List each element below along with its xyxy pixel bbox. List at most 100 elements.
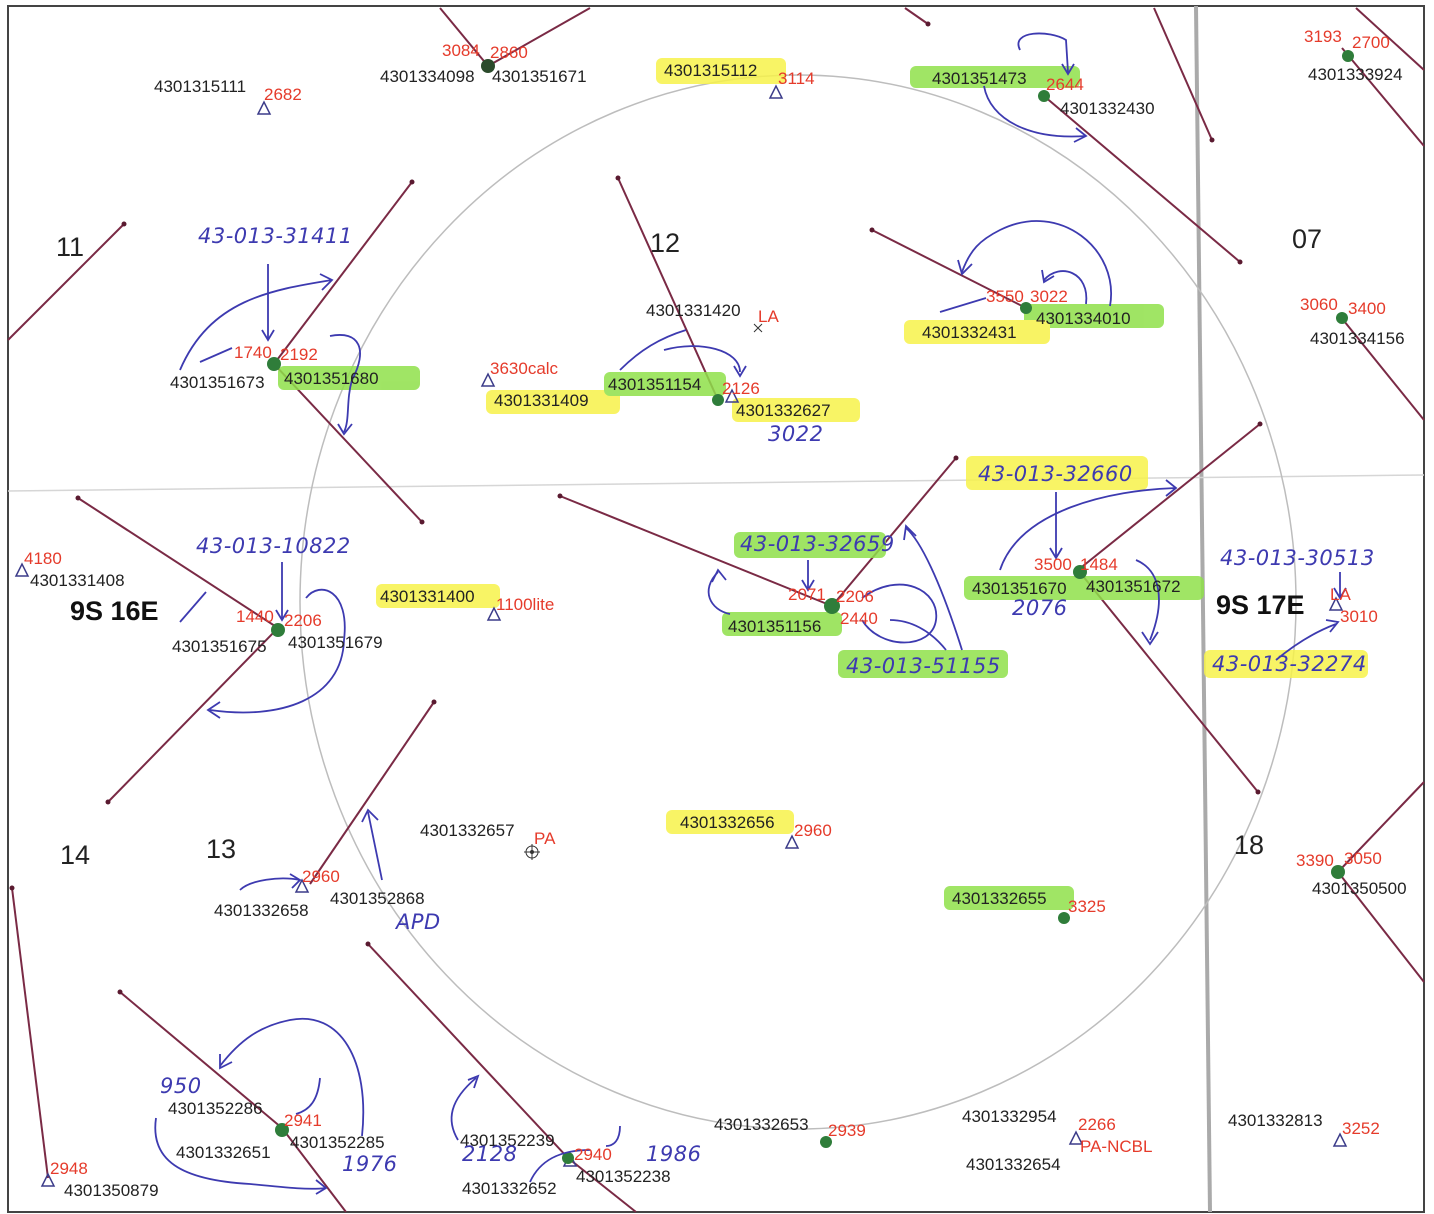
well-number: 2960: [794, 821, 832, 840]
well-number: 2682: [264, 85, 302, 104]
handwritten-note: 43-013-32660: [978, 462, 1133, 486]
well-number: 1740: [234, 343, 272, 362]
well-number: 2644: [1046, 75, 1084, 94]
well-number: 2939: [828, 1121, 866, 1140]
la-cross-icon: [753, 323, 763, 333]
handwritten-note: 43-013-31411: [198, 224, 353, 248]
well-api: 4301351672: [1086, 577, 1181, 596]
well-number: 3400: [1348, 299, 1386, 318]
well-api: 4301332658: [214, 901, 309, 920]
handwritten-note: 2128: [462, 1142, 518, 1166]
well-api: 4301351670: [972, 579, 1067, 598]
map-border: [7, 5, 1425, 1213]
well-dot-icons: [267, 50, 1354, 1164]
section-number: 11: [56, 232, 85, 262]
well-number: 2960: [302, 867, 340, 886]
well-api: 4301332654: [966, 1155, 1061, 1174]
handwritten-note: 43-013-51155: [846, 654, 1001, 678]
well-number: 4180: [24, 549, 62, 568]
well-api: 4301351156: [728, 617, 822, 636]
well-number: 1484: [1080, 555, 1118, 574]
well-number: 2941: [284, 1111, 322, 1130]
well-api: 4301334010: [1036, 309, 1131, 328]
well-triangle-icons: [14, 84, 1348, 1187]
path-endpoints: [9, 21, 1263, 995]
well-number: 2126: [722, 379, 760, 398]
well-api: 4301334098: [380, 67, 475, 86]
well-api: 4301332657: [420, 821, 515, 840]
well-number: 2700: [1352, 33, 1390, 52]
well-api: 4301351671: [492, 67, 587, 86]
well-paths: [7, 7, 1425, 1213]
well-number: 3325: [1068, 897, 1106, 916]
section-number: 12: [650, 228, 681, 258]
well-number: LA: [1330, 585, 1351, 604]
well-number: 3050: [1344, 849, 1382, 868]
well-number: LA: [758, 307, 779, 326]
handwritten-note: 43-013-32274: [1212, 652, 1367, 676]
well-api: 4301351473: [932, 69, 1027, 88]
well-number: 3114: [778, 69, 815, 88]
well-number: 1440: [236, 607, 274, 626]
township-label: 9S 16E: [70, 596, 159, 626]
well-number: 2440: [840, 609, 878, 628]
well-api: 4301332656: [680, 813, 775, 832]
well-number: 2266: [1078, 1115, 1116, 1134]
well-number: 2206: [284, 611, 322, 630]
well-number: 2206: [836, 587, 874, 606]
well-api: 4301352239: [460, 1131, 555, 1150]
well-api: 4301315112: [664, 61, 758, 80]
well-api: 4301352868: [330, 889, 425, 908]
well-number: 3390: [1296, 851, 1334, 870]
section-line-horizontal: [7, 474, 1425, 492]
well-number: 3500: [1034, 555, 1072, 574]
highlights: [278, 58, 1368, 910]
well-api: 4301332627: [736, 401, 831, 420]
well-api: 4301332653: [714, 1115, 809, 1134]
township-line: [1194, 5, 1212, 1213]
well-api: 4301331420: [646, 301, 741, 320]
well-api: 4301332430: [1060, 99, 1155, 118]
well-number: 2940: [574, 1145, 612, 1164]
handwritten-note: 1986: [646, 1142, 702, 1166]
annotation-arrows: [154, 32, 1347, 1195]
well-api: 4301351154: [608, 375, 702, 394]
well-api: 4301350500: [1312, 879, 1407, 898]
well-number: 2948: [50, 1159, 88, 1178]
well-api: 4301352285: [290, 1133, 385, 1152]
well-api: 4301331409: [494, 391, 589, 410]
well-api: 4301332651: [176, 1143, 271, 1162]
special-well-icons: [524, 323, 763, 860]
handwritten-note: 43-013-32659: [740, 532, 895, 556]
well-number: 3010: [1340, 607, 1378, 626]
well-api: 4301351679: [288, 633, 383, 652]
well-api: 4301352286: [168, 1099, 263, 1118]
handwritten-note: 1976: [342, 1152, 398, 1176]
well-number: 2860: [490, 43, 528, 62]
section-number: 14: [60, 840, 91, 870]
well-api: 4301352238: [576, 1167, 671, 1186]
handwritten-note: 950: [160, 1074, 202, 1098]
well-api: 4301332652: [462, 1179, 557, 1198]
well-number: 2071: [788, 585, 826, 604]
well-api: 4301331400: [380, 587, 475, 606]
handwritten-note: 3022: [768, 422, 824, 446]
handwritten-note: 2076: [1012, 596, 1068, 620]
well-number: 3060: [1300, 295, 1338, 314]
well-number: 3193: [1304, 27, 1342, 46]
section-number: 13: [206, 834, 237, 864]
well-api: 4301351680: [284, 369, 379, 388]
section-number: 18: [1234, 830, 1265, 860]
well-api: 4301333924: [1308, 65, 1403, 84]
well-number: PA-NCBL: [1080, 1137, 1153, 1156]
well-number: 1100lite: [496, 595, 555, 614]
radius-circle: [299, 74, 1297, 1130]
well-api: 4301351675: [172, 637, 267, 656]
well-api: 4301334156: [1310, 329, 1405, 348]
well-number: 3084: [442, 41, 480, 60]
well-api: 4301332813: [1228, 1111, 1323, 1130]
township-label: 9S 17E: [1216, 590, 1305, 620]
handwritten-note: 43-013-10822: [196, 534, 351, 558]
well-api: 4301351673: [170, 373, 265, 392]
